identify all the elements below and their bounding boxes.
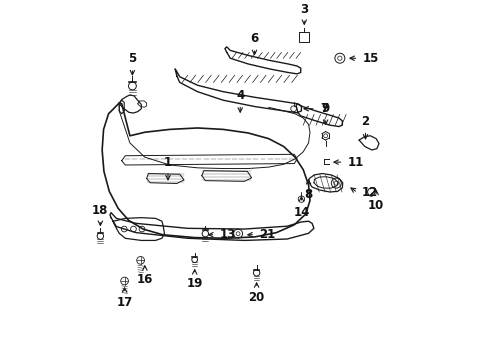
Text: 17: 17 (116, 296, 132, 309)
Text: 15: 15 (362, 52, 378, 65)
Text: 18: 18 (92, 204, 108, 217)
Text: 21: 21 (259, 228, 275, 241)
Text: 16: 16 (136, 273, 153, 286)
Text: 1: 1 (163, 156, 172, 168)
Text: 20: 20 (248, 291, 264, 304)
Text: 19: 19 (186, 278, 203, 291)
Text: 12: 12 (361, 186, 377, 199)
Text: 6: 6 (250, 32, 258, 45)
Text: 11: 11 (347, 156, 363, 168)
Text: 13: 13 (219, 228, 235, 241)
Text: 14: 14 (293, 206, 309, 219)
Text: 5: 5 (128, 52, 136, 65)
Text: 10: 10 (367, 199, 384, 212)
Text: 3: 3 (300, 3, 308, 15)
Text: 2: 2 (361, 114, 369, 127)
Text: 8: 8 (304, 189, 312, 202)
Text: 4: 4 (236, 89, 244, 102)
Text: 9: 9 (321, 102, 329, 115)
Text: 7: 7 (319, 102, 327, 115)
